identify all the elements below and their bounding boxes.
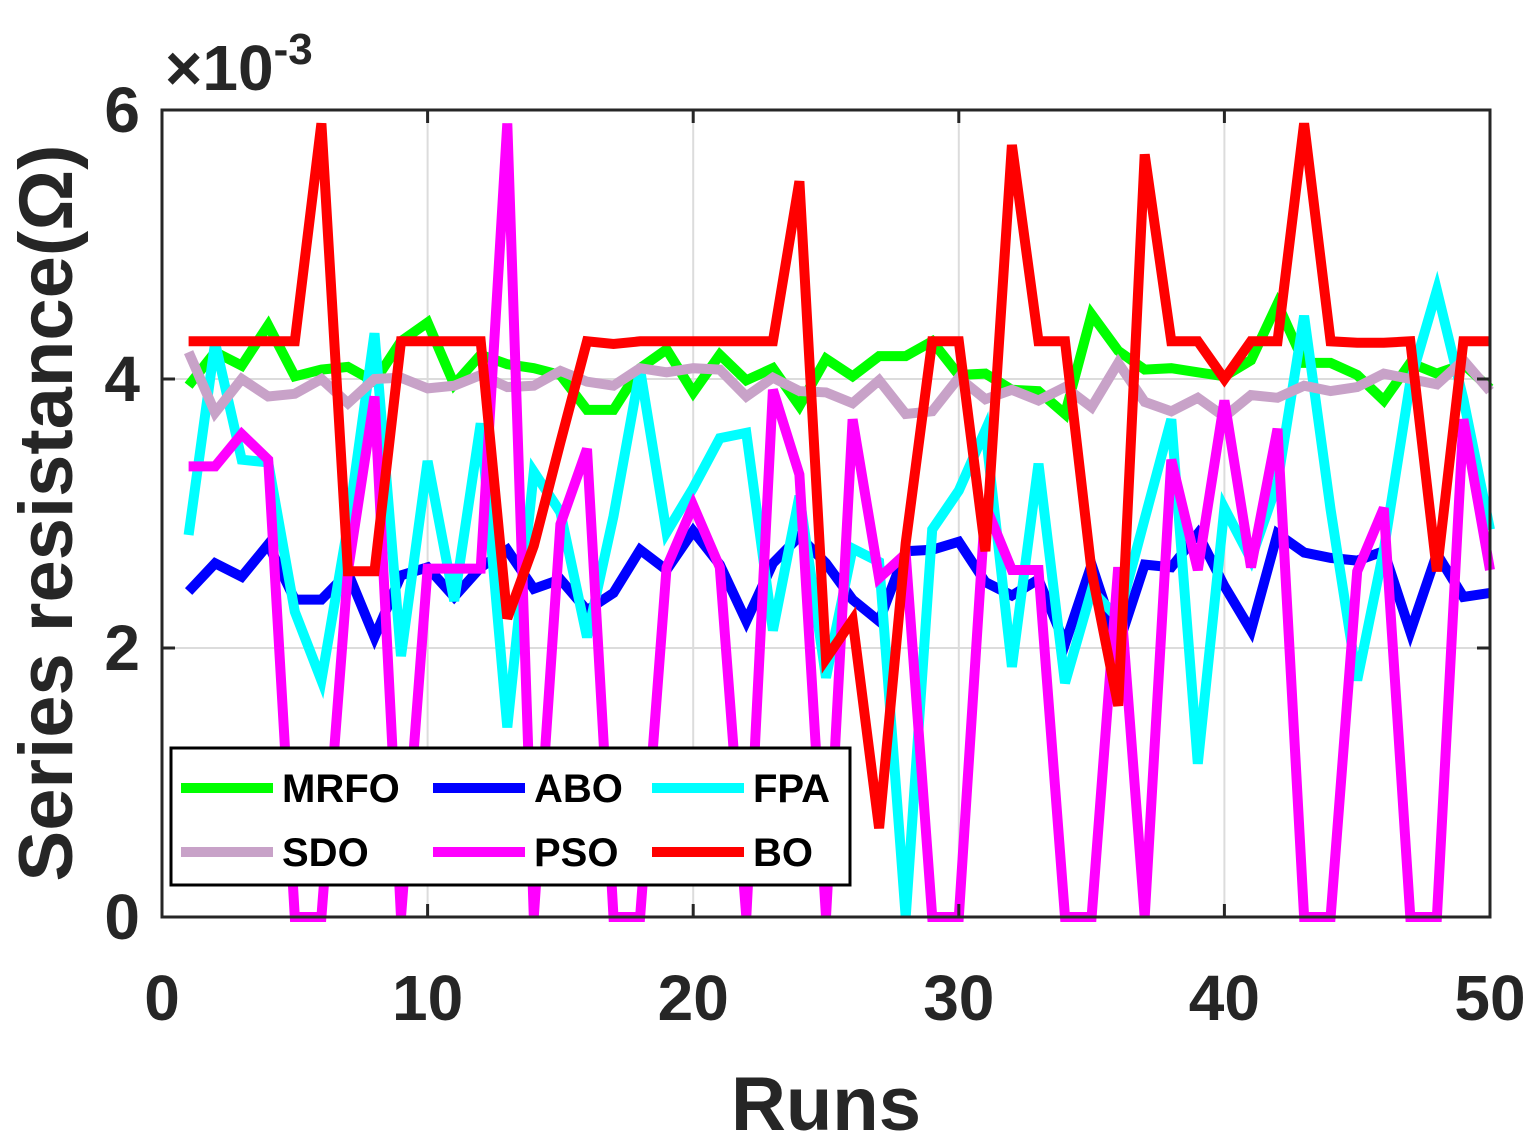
y-axis-exponent-base: ×10 [165,32,274,104]
x-axis-label: Runs [731,1062,921,1142]
x-tick-label: 0 [144,962,180,1034]
y-tick-label: 0 [104,881,140,953]
legend-label-pso: PSO [534,831,618,875]
y-axis-label: Series resistance(Ω) [4,145,89,882]
x-tick-label: 30 [923,962,994,1034]
y-axis-exponent: ×10-3 [165,25,313,104]
legend-label-sdo: SDO [282,831,369,875]
y-tick-label: 6 [104,74,140,146]
x-tick-label: 20 [658,962,729,1034]
legend-label-mrfo: MRFO [282,767,400,811]
legend-label-bo: BO [753,831,813,875]
series-line-bo [188,122,1490,829]
x-tick-label: 50 [1454,962,1525,1034]
legend-label-fpa: FPA [753,767,830,811]
legend: MRFO ABO FPA SDO PSO BO [169,746,852,887]
legend-label-abo: ABO [534,767,623,811]
y-axis-exponent-power: -3 [274,25,313,74]
y-tick-label: 4 [104,343,140,415]
axis-ticks: 0 10 20 30 40 50 0 2 4 6 [104,74,1525,1034]
plot-area-frame [160,108,1492,919]
y-tick-label: 2 [104,612,140,684]
x-tick-label: 40 [1189,962,1260,1034]
series-line-sdo [184,350,1494,423]
legend-box [169,746,852,887]
x-tick-label: 10 [392,962,463,1034]
